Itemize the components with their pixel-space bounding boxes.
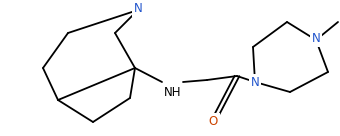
Text: N: N [134,2,142,15]
Text: O: O [209,115,218,128]
Text: N: N [251,75,259,89]
Text: N: N [312,32,320,45]
Text: NH: NH [164,86,182,98]
